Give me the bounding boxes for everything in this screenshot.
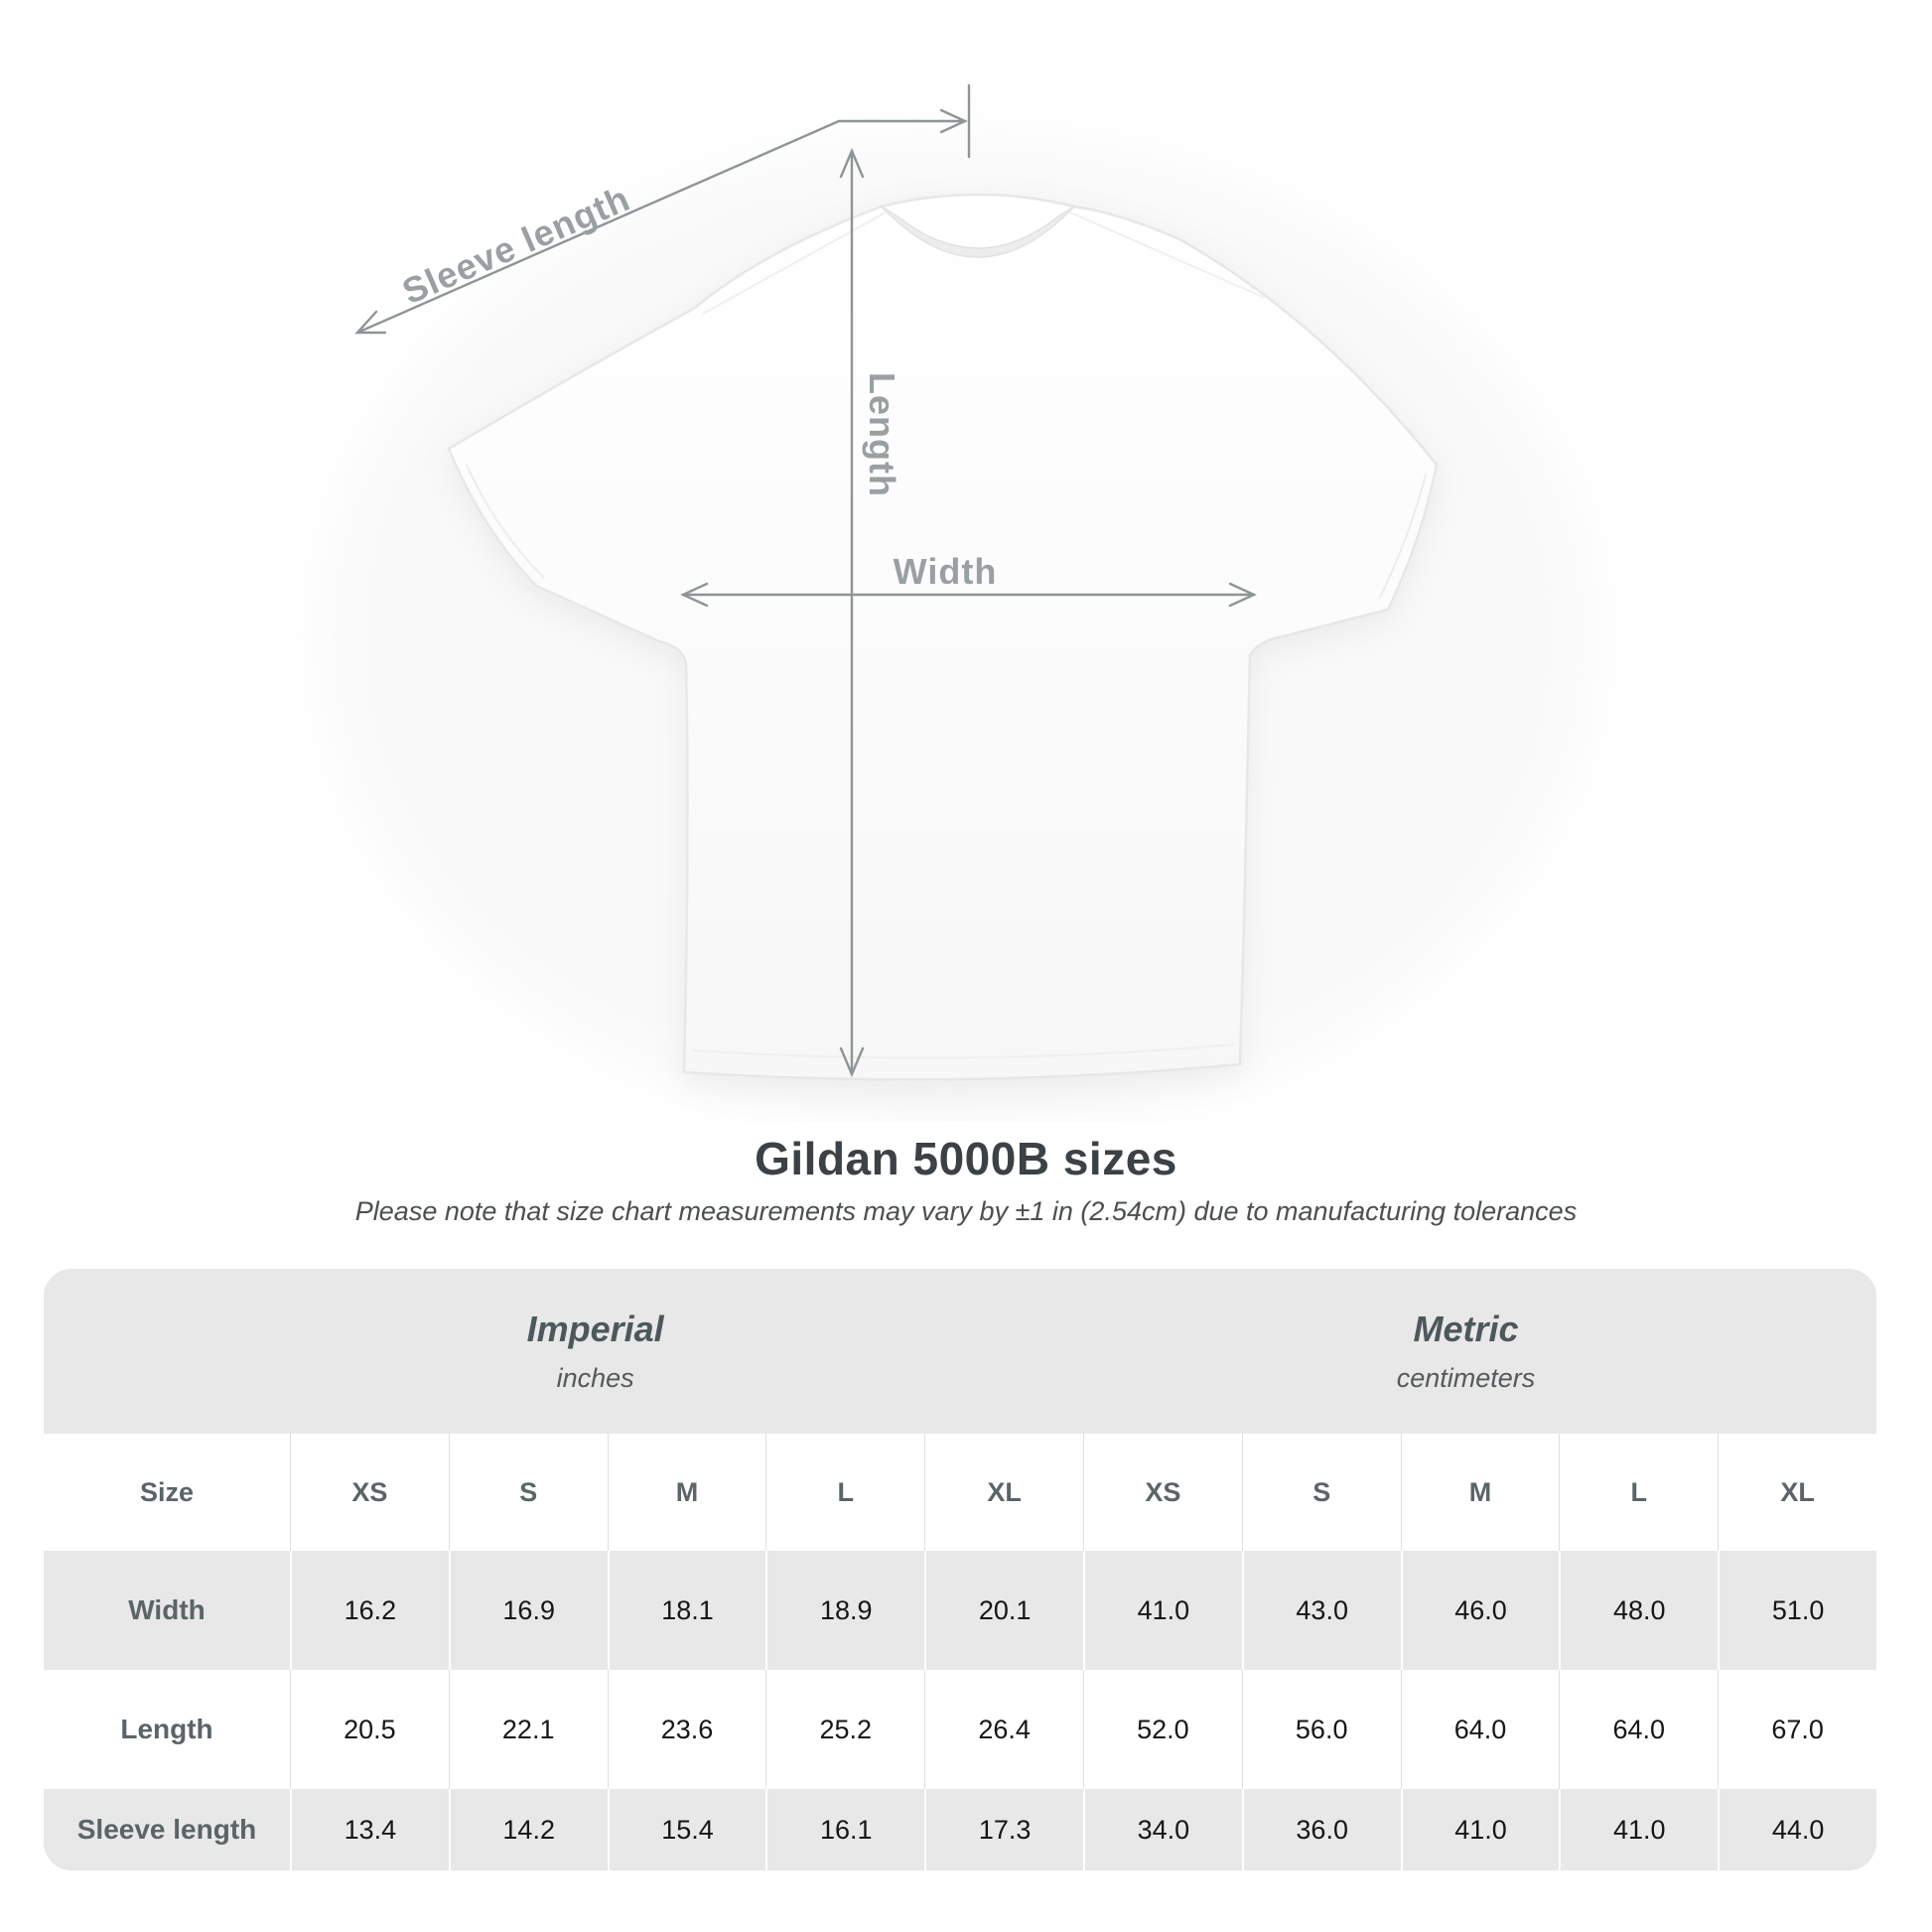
value-cell: 26.4: [924, 1670, 1083, 1789]
sleeve-length-arrow: [354, 83, 971, 335]
tshirt-shape: [447, 193, 1439, 1081]
table-row-width: Width 16.2 16.9 18.1 18.9 20.1 41.0 43.0…: [44, 1551, 1876, 1670]
value-cell: 41.0: [1559, 1789, 1718, 1870]
measurement-arrows: [354, 83, 1257, 1078]
col-imperial-s: S: [448, 1434, 608, 1551]
value-cell: 16.2: [290, 1551, 449, 1670]
value-cell: 34.0: [1083, 1789, 1242, 1870]
value-cell: 64.0: [1400, 1670, 1560, 1789]
value-cell: 56.0: [1241, 1670, 1401, 1789]
value-cell: 13.4: [290, 1789, 449, 1870]
row-label: Length: [120, 1714, 213, 1744]
collar: [881, 206, 1075, 258]
table-row-length: Length 20.5 22.1 23.6 25.2 26.4 52.0 56.…: [44, 1670, 1876, 1789]
page-title: Gildan 5000B sizes: [755, 1133, 1177, 1184]
value-cell: 46.0: [1400, 1551, 1560, 1670]
imperial-group-header: Imperial inches: [527, 1269, 664, 1434]
imperial-unit: inches: [556, 1363, 634, 1393]
value-cell: 16.1: [765, 1789, 924, 1870]
imperial-label: Imperial: [526, 1309, 664, 1349]
col-metric-m: M: [1400, 1434, 1560, 1551]
width-label: Width: [893, 551, 998, 592]
col-metric-xl: XL: [1718, 1434, 1876, 1551]
value-cell: 22.1: [448, 1670, 608, 1789]
value-cell: 20.1: [924, 1551, 1083, 1670]
value-cell: 17.3: [924, 1789, 1083, 1870]
row-label: Width: [128, 1594, 206, 1625]
length-arrow: [839, 147, 865, 1078]
value-cell: 41.0: [1400, 1789, 1560, 1870]
unit-group-band: Imperial inches Metric centimeters: [44, 1269, 1876, 1434]
tolerance-note: Please note that size chart measurements…: [354, 1196, 1578, 1226]
value-cell: 15.4: [607, 1789, 766, 1870]
row-label: Sleeve length: [76, 1814, 257, 1845]
length-label: Length: [862, 372, 902, 497]
col-imperial-l: L: [765, 1434, 924, 1551]
table-row-sleeve-length: Sleeve length 13.4 14.2 15.4 16.1 17.3 3…: [44, 1789, 1876, 1870]
size-header: Size: [139, 1476, 195, 1507]
tshirt-illustration: [323, 83, 1593, 1122]
value-cell: 23.6: [607, 1670, 766, 1789]
size-table: Imperial inches Metric centimeters Size …: [44, 1269, 1876, 1870]
value-cell: 18.9: [765, 1551, 924, 1670]
value-cell: 25.2: [765, 1670, 924, 1789]
col-metric-l: L: [1559, 1434, 1718, 1551]
value-cell: 16.9: [448, 1551, 608, 1670]
value-cell: 43.0: [1241, 1551, 1401, 1670]
metric-group-header: Metric centimeters: [1397, 1269, 1536, 1434]
value-cell: 18.1: [607, 1551, 766, 1670]
width-arrow: [680, 582, 1257, 608]
col-imperial-xs: XS: [290, 1434, 449, 1551]
col-metric-s: S: [1241, 1434, 1401, 1551]
value-cell: 64.0: [1559, 1670, 1718, 1789]
metric-unit: centimeters: [1396, 1363, 1536, 1393]
value-cell: 67.0: [1718, 1670, 1876, 1789]
tshirt-measurement-diagram: Sleeve length Length Width: [323, 83, 1593, 1122]
value-cell: 52.0: [1083, 1670, 1242, 1789]
value-cell: 20.5: [290, 1670, 449, 1789]
value-cell: 36.0: [1241, 1789, 1401, 1870]
value-cell: 41.0: [1083, 1551, 1242, 1670]
size-header-row: Size XS S M L XL XS S M L XL: [44, 1434, 1876, 1551]
value-cell: 44.0: [1718, 1789, 1876, 1870]
col-imperial-m: M: [607, 1434, 766, 1551]
col-metric-xs: XS: [1083, 1434, 1242, 1551]
value-cell: 51.0: [1718, 1551, 1876, 1670]
metric-label: Metric: [1413, 1309, 1519, 1349]
value-cell: 48.0: [1559, 1551, 1718, 1670]
col-imperial-xl: XL: [924, 1434, 1083, 1551]
value-cell: 14.2: [448, 1789, 608, 1870]
